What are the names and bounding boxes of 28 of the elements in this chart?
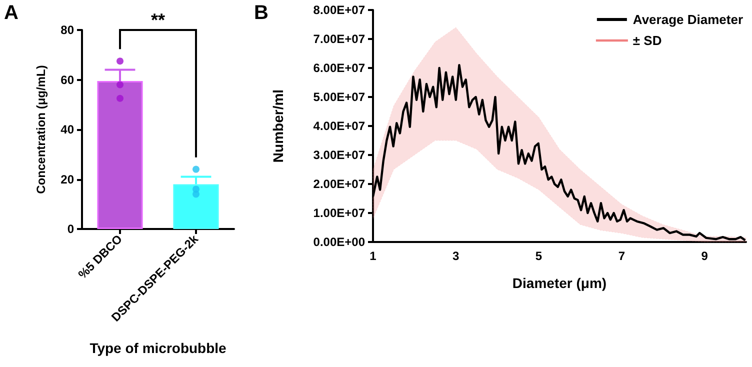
y-tick-label: 0 [67,222,74,236]
y-axis-title: Concentration (μg/mL) [34,65,48,194]
x-tick-label: 7 [618,249,626,263]
y-tick-label: 5.00E+07 [313,90,366,104]
y-tick-label: 40 [60,122,74,136]
x-tick-label: 5 [535,249,542,263]
chart-title: A [4,2,18,25]
y-tick-label: 3.00E+07 [313,148,366,162]
y-tick-label: 1.00E+07 [313,206,366,220]
legend-label: ± SD [632,33,662,48]
x-tick-label: 9 [701,249,708,263]
y-tick-label: 2.00E+07 [313,177,366,191]
x-axis-title: Diameter (μm) [512,275,607,291]
y-axis-title: Number/ml [270,89,286,163]
y-tick-label: 80 [60,23,74,37]
y-tick-label: 20 [60,172,74,186]
y-tick-label: 60 [60,72,74,87]
legend-label: Average Diameter [632,12,744,27]
x-tick-label: 1 [370,249,377,263]
y-tick-label: 6.00E+07 [313,61,366,75]
chart-title: B [254,2,268,25]
y-tick-label: 8.00E+07 [313,3,366,17]
y-tick-label: 7.00E+07 [313,32,366,46]
y-tick-label: 0.00E+00 [313,235,366,249]
y-tick-label: 4.00E+07 [313,119,366,133]
x-tick-label: 3 [452,249,460,263]
text: ** [150,10,166,30]
x-axis-title: Type of microbubble [90,340,227,356]
